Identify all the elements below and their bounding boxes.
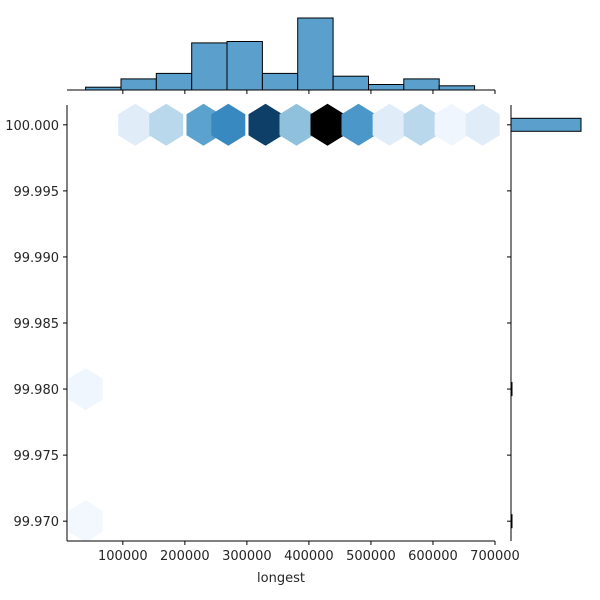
y-tick-label-6: 100.000 [5, 119, 59, 134]
hexbin-11 [403, 103, 438, 146]
x-hist-bar-7 [332, 75, 370, 91]
x-hist-bar-2 [155, 72, 193, 91]
hexbin-5 [211, 103, 246, 146]
hexbin-3 [149, 103, 184, 146]
y-marginal-histogram [507, 105, 582, 541]
x-hist-bar-9 [403, 78, 440, 91]
tick-layer: 100000 200000 300000 400000 500000 600000 7000… [5, 119, 520, 564]
x-tick-label-1: 200000 [160, 549, 210, 564]
y-tick-label-0: 99.970 [14, 515, 60, 530]
main-axes [66, 105, 495, 542]
x-hist-bar-3 [191, 42, 228, 91]
hexbin-6 [248, 103, 283, 146]
x-tick-label-2: 300000 [222, 549, 272, 564]
hexbin-10 [372, 103, 407, 146]
x-hist-bar-5 [261, 72, 299, 91]
hexbin-0 [68, 368, 103, 411]
y-tick-label-3: 99.985 [14, 317, 60, 332]
x-marginal-histogram [67, 17, 496, 94]
y-tick-label-5: 99.995 [14, 185, 60, 200]
x-tick-label-0: 100000 [98, 549, 148, 564]
x-tick-label-3: 400000 [284, 549, 334, 564]
x-axis-label: longest [257, 571, 305, 586]
hexbin-2 [118, 103, 153, 146]
x-hist-bar-6 [297, 17, 334, 91]
hexbin-13 [465, 103, 500, 146]
hexbin-layer [68, 103, 500, 543]
hexbin-9 [341, 103, 376, 146]
x-tick-label-6: 700000 [470, 549, 520, 564]
y-tick-label-4: 99.990 [14, 251, 60, 266]
x-tick-label-4: 500000 [346, 549, 396, 564]
y-tick-label-2: 99.980 [14, 383, 60, 398]
x-hist-bar-10 [438, 85, 476, 91]
x-tick-label-5: 600000 [408, 549, 458, 564]
hexbin-12 [434, 103, 469, 146]
hexbin-8 [310, 103, 345, 146]
x-hist-bar-8 [368, 84, 405, 91]
y-tick-label-1: 99.975 [14, 449, 60, 464]
hexbin-1 [68, 500, 103, 543]
x-hist-bar-1 [120, 78, 157, 91]
y-hist-bar-0 [510, 117, 582, 132]
x-hist-bar-4 [226, 41, 263, 91]
hexbin-7 [279, 103, 314, 146]
